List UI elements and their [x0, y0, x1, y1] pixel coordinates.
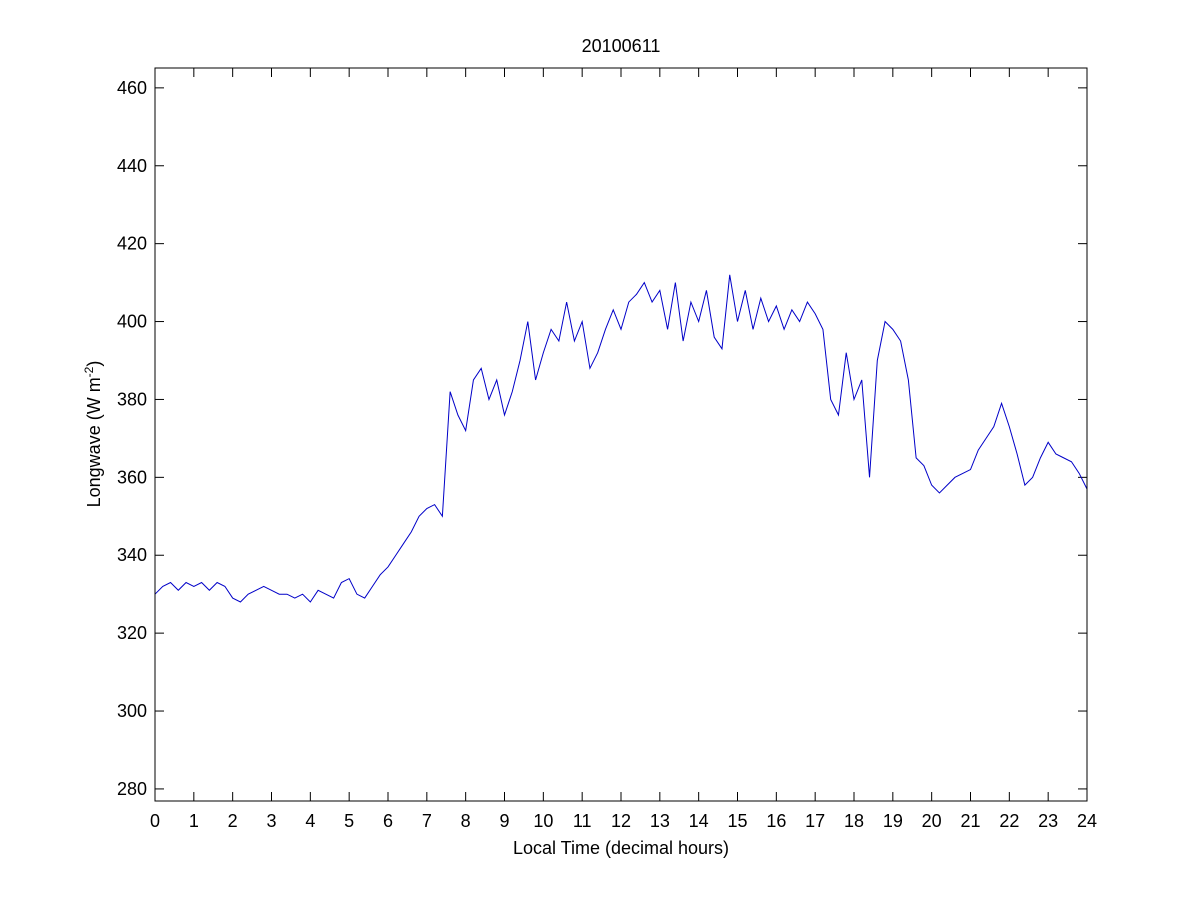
x-tick-label: 8 — [461, 811, 471, 831]
plot-frame — [154, 67, 1088, 802]
x-tick-label: 12 — [611, 811, 631, 831]
x-tick-label: 19 — [883, 811, 903, 831]
y-tick-label: 400 — [117, 312, 147, 332]
x-tick-label: 16 — [766, 811, 786, 831]
y-tick-label: 340 — [117, 545, 147, 565]
line-series — [154, 274, 1088, 603]
chart-title: 20100611 — [582, 36, 661, 56]
x-tick-label: 4 — [305, 811, 315, 831]
x-tick-label: 18 — [844, 811, 864, 831]
x-tick-label: 10 — [533, 811, 553, 831]
x-tick-label: 9 — [499, 811, 509, 831]
x-tick-label: 17 — [805, 811, 825, 831]
y-axis-label-part: Longwave (W m — [84, 377, 104, 507]
x-tick-label: 22 — [999, 811, 1019, 831]
x-tick-label: 15 — [727, 811, 747, 831]
x-tick-label: 7 — [422, 811, 432, 831]
x-tick-label: 0 — [150, 811, 160, 831]
y-tick-label: 460 — [117, 78, 147, 98]
x-tick-label: 21 — [960, 811, 980, 831]
x-tick-label: 20 — [922, 811, 942, 831]
x-tick-label: 23 — [1038, 811, 1058, 831]
y-tick-label: 380 — [117, 389, 147, 409]
x-tick-label: 24 — [1077, 811, 1097, 831]
x-tick-label: 6 — [383, 811, 393, 831]
x-tick-label: 1 — [189, 811, 199, 831]
x-tick-label: 5 — [344, 811, 354, 831]
y-tick-label: 440 — [117, 156, 147, 176]
y-tick-label: 320 — [117, 623, 147, 643]
x-tick-label: 11 — [573, 811, 592, 831]
y-tick-label: 420 — [117, 234, 147, 254]
x-tick-label: 2 — [228, 811, 238, 831]
y-axis-label-sup: -2 — [82, 366, 96, 377]
y-axis-label-part: ) — [84, 361, 104, 367]
x-axis-label: Local Time (decimal hours) — [513, 838, 729, 858]
y-tick-label: 280 — [117, 779, 147, 799]
x-tick-label: 14 — [689, 811, 709, 831]
y-axis-label: Longwave (W m-2) — [82, 361, 104, 508]
x-tick-label: 13 — [650, 811, 670, 831]
y-tick-label: 360 — [117, 467, 147, 487]
x-tick-label: 3 — [266, 811, 276, 831]
y-tick-label: 300 — [117, 701, 147, 721]
